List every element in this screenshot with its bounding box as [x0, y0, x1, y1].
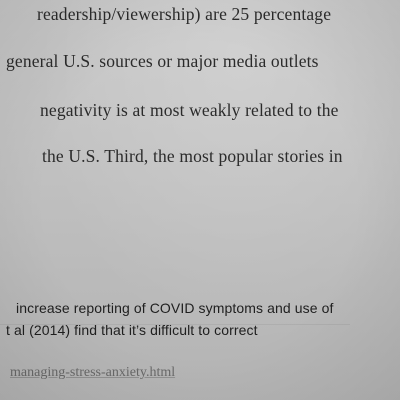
footnote-line: t al (2014) find that it’s difficult to …: [6, 322, 258, 338]
url-link[interactable]: managing-stress-anxiety.html: [10, 365, 176, 380]
footnote-line: increase reporting of COVID symptoms and…: [16, 300, 334, 316]
body-line: negativity is at most weakly related to …: [40, 100, 339, 120]
footnote-separator: [0, 324, 350, 325]
body-line: readership/viewership) are 25 percentage: [37, 4, 332, 24]
body-line: general U.S. sources or major media outl…: [6, 51, 319, 71]
body-line: the U.S. Third, the most popular stories…: [42, 146, 343, 166]
